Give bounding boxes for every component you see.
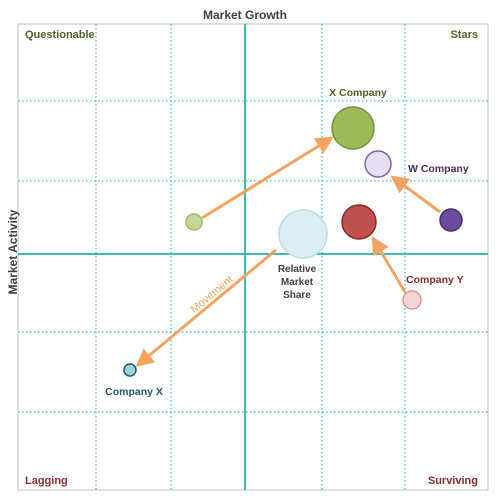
w-company-bubble-to (364, 150, 392, 178)
x-company-label: X Company (329, 87, 387, 99)
company-y-label: Company Y (406, 274, 464, 286)
company-y-bubble (341, 204, 377, 240)
plot-frame (17, 23, 489, 491)
quadrant-label-stars: Stars (450, 29, 478, 41)
movement-arrows (135, 136, 441, 367)
quadrant-label-lagging: Lagging (25, 475, 68, 487)
quadrant-label-questionable: Questionable (25, 29, 95, 41)
w-company-bubble (439, 208, 463, 232)
arrow-w-company (390, 175, 441, 214)
company-x-bubble (123, 363, 137, 377)
quadrant-label-surviving: Surviving (428, 475, 478, 487)
major-axes (18, 24, 488, 490)
arrow-company-x (135, 248, 277, 367)
bubbles (123, 106, 463, 377)
company-y-bubble-from (402, 290, 422, 310)
w-company-label: W Company (408, 163, 469, 175)
arrow-x-company (201, 136, 334, 220)
legend-text-line2: Market (281, 277, 314, 288)
arrow-company-y (371, 236, 407, 293)
legend-text-line1: Relative (278, 264, 317, 275)
x-axis-title: Market Growth (203, 8, 287, 22)
company-x-label: Company X (105, 386, 163, 398)
legend-bubble (278, 209, 328, 259)
x-company-bubble-from (185, 213, 203, 231)
legend-text-line3: Share (283, 290, 311, 301)
x-company-bubble (331, 106, 375, 150)
minor-grid (18, 24, 488, 490)
y-axis-title: Market Activity (6, 209, 20, 294)
